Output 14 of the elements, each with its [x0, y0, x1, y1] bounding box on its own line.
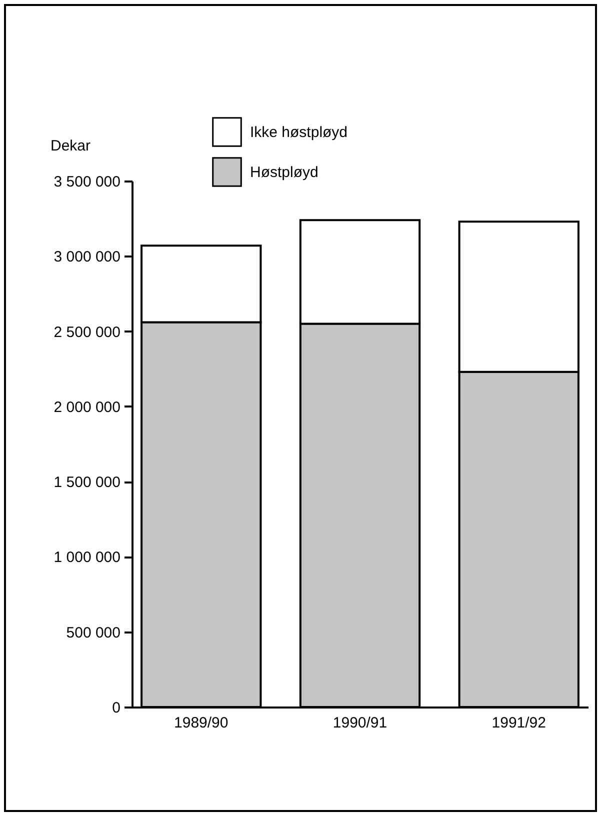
x-tick-label: 1990/91 — [332, 714, 388, 732]
y-tick-label: 500 000 — [66, 624, 120, 642]
legend-label: Høstpløyd — [250, 164, 318, 181]
y-tick-label: 0 — [112, 700, 120, 716]
y-tick-label: 2 000 000 — [54, 398, 120, 416]
y-tick-label: 1 500 000 — [54, 474, 120, 492]
y-tick-label: 1 000 000 — [54, 549, 120, 566]
legend-label: Ikke høstpløyd — [250, 124, 348, 141]
y-tick-label: 3 000 000 — [54, 248, 120, 266]
x-tick-label: 1989/90 — [174, 714, 228, 732]
y-tick-label: 2 500 000 — [54, 324, 120, 341]
y-axis-title: Dekar — [50, 138, 91, 154]
y-tick-label: 3 500 000 — [54, 174, 120, 190]
x-tick-label: 1991/92 — [492, 714, 546, 732]
